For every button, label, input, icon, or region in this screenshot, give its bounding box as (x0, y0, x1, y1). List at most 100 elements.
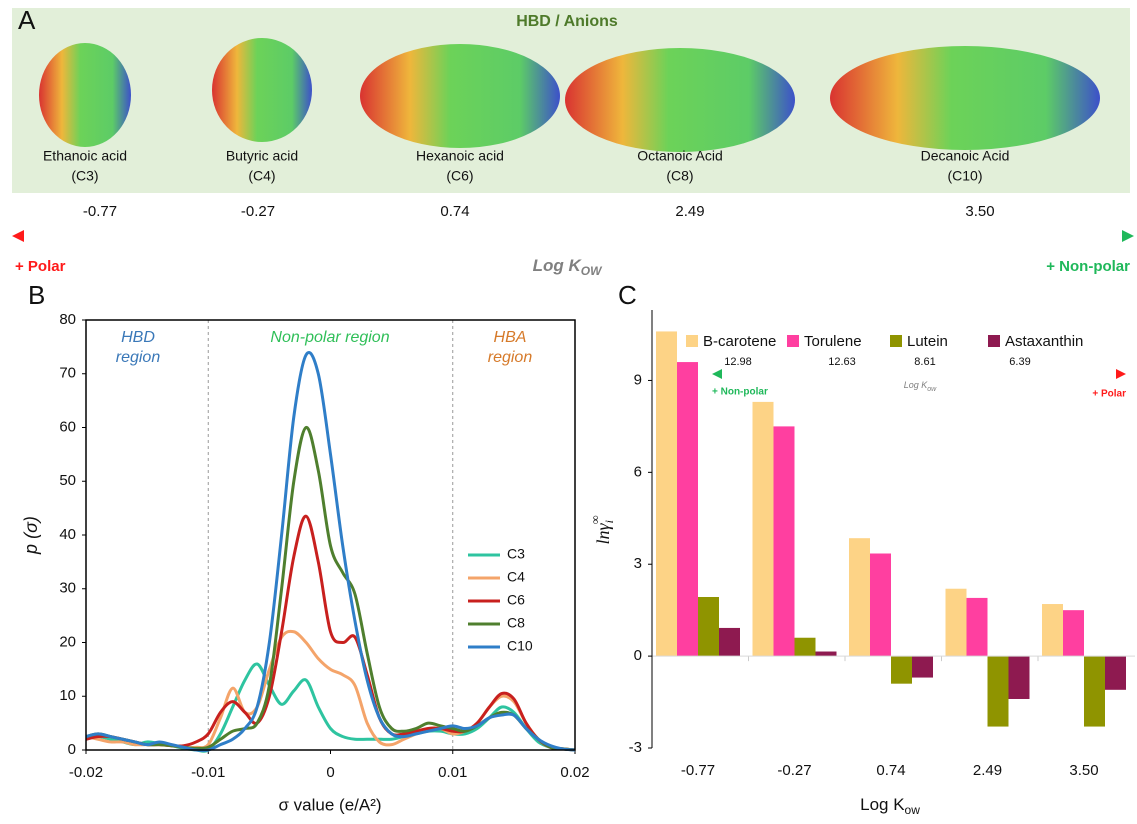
scale-left: + Polar (15, 258, 66, 275)
legend-swatch (787, 335, 799, 347)
y-axis-label: lnγi∞ (588, 515, 616, 544)
legend-label: B-carotene (703, 333, 776, 350)
legend-swatch (988, 335, 1000, 347)
y-label-sub: i (602, 520, 616, 523)
y-tick-label: 40 (59, 526, 76, 543)
molecule-code: (C4) (248, 168, 275, 184)
x-label-text: Log K (860, 795, 905, 814)
molecule-surface (212, 38, 312, 142)
region-label: HBD region (108, 328, 168, 368)
region-label: Non-polar region (230, 328, 430, 348)
y-tick-label: 3 (634, 555, 642, 572)
bar (1009, 656, 1030, 699)
series-line (86, 353, 575, 751)
molecule-code: (C3) (71, 168, 98, 184)
y-tick-label: 80 (59, 311, 76, 328)
x-tick-label: -0.27 (777, 762, 811, 779)
inner-scale-label: Log Kow (904, 380, 937, 392)
figure: A HBD / Anions + Polar Log KOW + Non-pol… (0, 0, 1137, 824)
y-tick-label: 60 (59, 418, 76, 435)
legend-label: C4 (507, 569, 525, 585)
legend-swatch (686, 335, 698, 347)
bar (774, 426, 795, 656)
molecule-code: (C6) (446, 168, 473, 184)
arrow-head (712, 369, 722, 379)
molecule-name: Hexanoic acid (416, 148, 504, 164)
y-tick-label: 70 (59, 365, 76, 382)
inner-scale-sub: ow (927, 386, 937, 393)
figure-canvas: A HBD / Anions + Polar Log KOW + Non-pol… (0, 0, 1137, 824)
plot-frame (86, 320, 575, 750)
y-tick-label: 50 (59, 472, 76, 489)
x-axis-label: Log Kow (860, 795, 920, 817)
molecule-name: Butyric acid (226, 148, 298, 164)
legend-log-kow: 12.63 (828, 356, 856, 368)
x-tick-label: 0.02 (560, 764, 589, 781)
bar (946, 589, 967, 656)
series-line (86, 631, 575, 750)
x-tick-label: 2.49 (973, 762, 1002, 779)
bar (1063, 610, 1084, 656)
y-axis-label: p (σ) (21, 516, 41, 555)
panel-letter: B (28, 280, 45, 310)
y-tick-label: 0 (634, 647, 642, 664)
x-tick-label: -0.02 (69, 764, 103, 781)
x-tick-label: 0 (326, 764, 334, 781)
bar (849, 538, 870, 656)
legend-log-kow: 8.61 (914, 356, 935, 368)
series-line (86, 427, 575, 750)
legend-label: Torulene (804, 333, 862, 350)
legend-label: Astaxanthin (1005, 333, 1083, 350)
legend-label: C8 (507, 615, 525, 631)
x-tick-label: 0.01 (438, 764, 467, 781)
x-tick-label: -0.77 (681, 762, 715, 779)
molecule-surface (360, 44, 560, 148)
bar (891, 656, 912, 684)
y-tick-label: 20 (59, 633, 76, 650)
log-kow-value: 0.74 (440, 203, 469, 220)
bar (677, 362, 698, 656)
x-label-sub: ow (905, 803, 921, 817)
arrow-head (12, 230, 24, 242)
log-kow-value: 2.49 (675, 203, 704, 220)
legend-log-kow: 6.39 (1009, 356, 1030, 368)
molecule-name: Decanoic Acid (921, 148, 1010, 164)
molecule-surface (830, 46, 1100, 150)
panel-letter: A (18, 5, 36, 35)
y-tick-label: 6 (634, 463, 642, 480)
scale-label: Log KOW (533, 256, 603, 278)
molecule-surface (39, 43, 131, 147)
molecule-code: (C10) (947, 168, 982, 184)
legend-label: C6 (507, 592, 525, 608)
bar (1042, 604, 1063, 656)
x-tick-label: 0.74 (876, 762, 905, 779)
legend-label: Lutein (907, 333, 948, 350)
panel-letter: C (618, 280, 637, 310)
bar (795, 638, 816, 656)
y-tick-label: 10 (59, 687, 76, 704)
y-tick-label: 30 (59, 580, 76, 597)
inner-scale-right: + Polar (1092, 389, 1126, 400)
x-tick-label: -0.01 (191, 764, 225, 781)
log-kow-value: 3.50 (965, 203, 994, 220)
inner-scale-left: + Non-polar (712, 387, 768, 398)
series-line (86, 664, 575, 751)
scale-right: + Non-polar (1046, 258, 1130, 275)
y-tick-label: 0 (68, 741, 76, 758)
bar (988, 656, 1009, 726)
bar (870, 554, 891, 657)
bar (912, 656, 933, 677)
region-label: HBA region (480, 328, 540, 368)
inner-scale-text: Log K (904, 380, 929, 390)
bar (816, 652, 837, 657)
bar (1105, 656, 1126, 690)
bar (656, 331, 677, 656)
y-label-text: lnγ (593, 522, 613, 544)
arrow-head (1122, 230, 1134, 242)
bar (967, 598, 988, 656)
log-kow-value: -0.77 (83, 203, 117, 220)
x-axis-label: σ value (e/A²) (278, 795, 381, 814)
legend-label: C10 (507, 638, 533, 654)
y-label-sup: ∞ (588, 515, 602, 524)
log-kow-value: -0.27 (241, 203, 275, 220)
